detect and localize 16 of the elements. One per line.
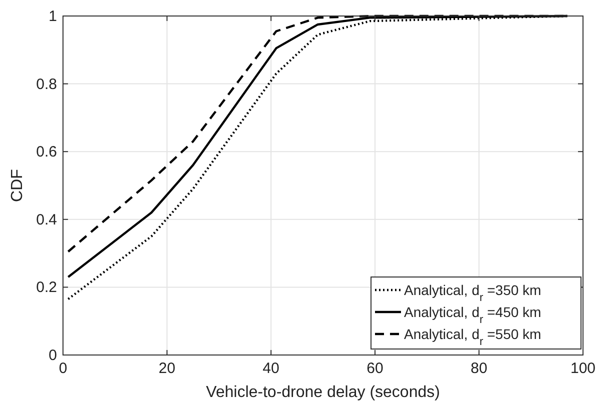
x-tick-label: 40 (262, 360, 280, 377)
legend-label: Analytical, d$_{r}$ =350 km (404, 282, 542, 304)
y-tick-label: 0.8 (36, 76, 57, 93)
y-tick-label: 0.4 (36, 211, 57, 228)
x-tick-label: 60 (366, 360, 384, 377)
y-axis-title: CDF (9, 168, 26, 202)
y-tick-label: 0.6 (36, 144, 57, 161)
y-tick-label: 1 (48, 8, 57, 25)
x-tick-label: 100 (570, 360, 596, 377)
y-tick-label: 0.2 (36, 279, 57, 296)
x-axis-title: Vehicle-to-drone delay (seconds) (206, 384, 440, 401)
legend-label: Analytical, d$_{r}$ =550 km (404, 326, 542, 348)
x-tick-label: 20 (158, 360, 176, 377)
y-tick-label: 0 (48, 347, 57, 364)
legend-label: Analytical, d$_{r}$ =450 km (404, 304, 542, 326)
x-tick-label: 80 (470, 360, 488, 377)
